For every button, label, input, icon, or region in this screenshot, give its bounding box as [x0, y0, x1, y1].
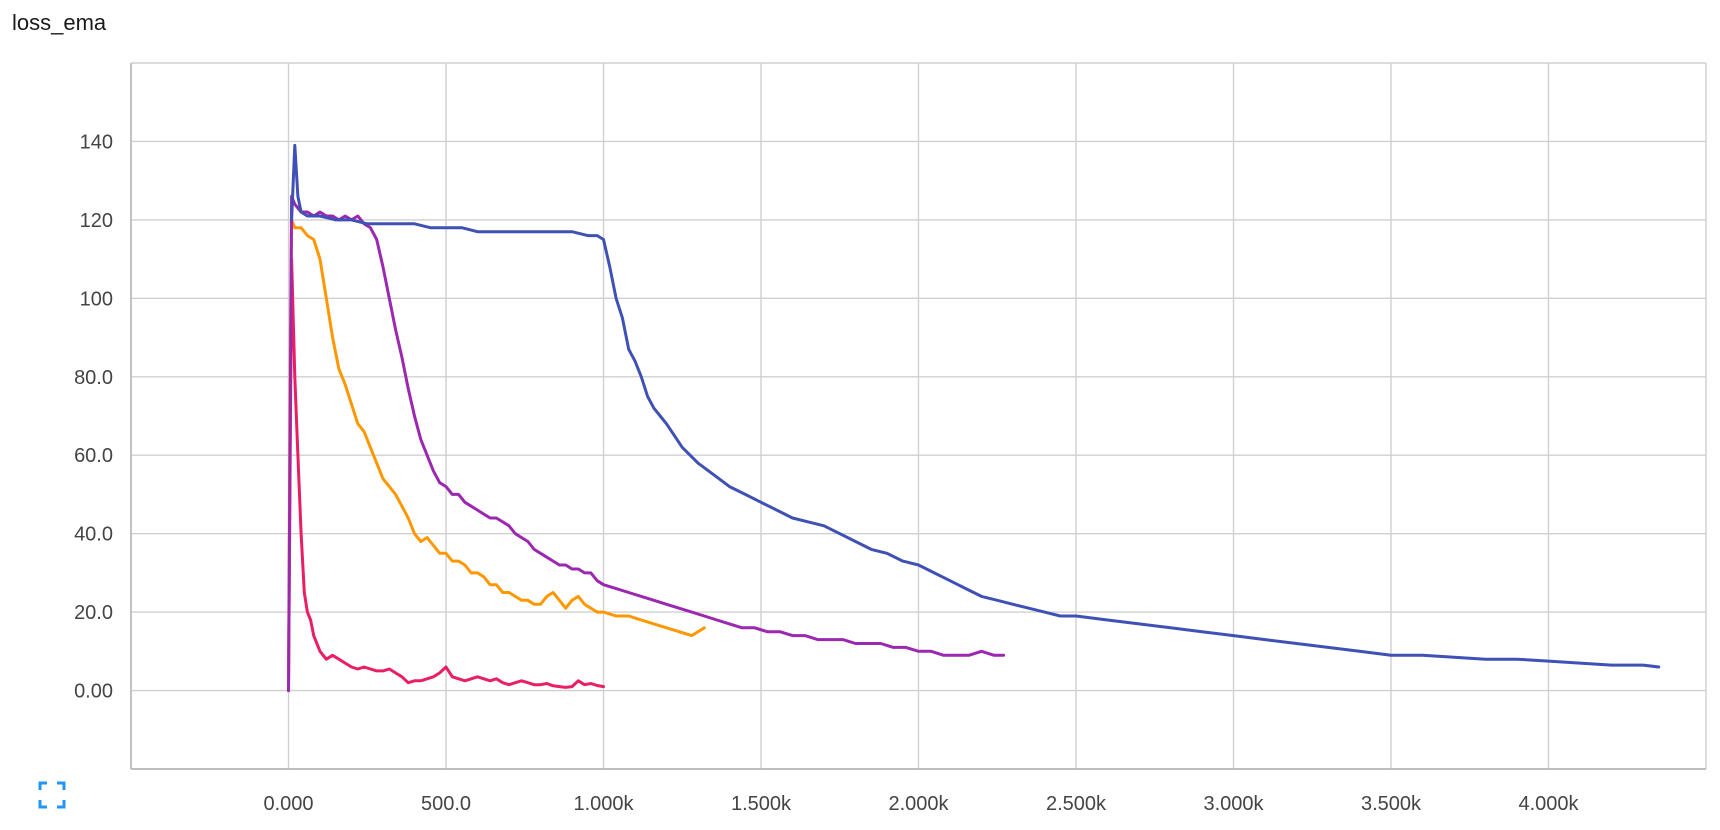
- series-line-1: [287, 257, 605, 693]
- tick-labels: 0.000 500.0 1.000k 1.500k 2.000k 2.500k 3.000k…: [74, 131, 1579, 815]
- x-tick-label: 2.000k: [888, 793, 949, 815]
- x-tick-label: 4.000k: [1518, 793, 1579, 815]
- axes: [130, 63, 1706, 770]
- chart-title: loss_ema: [12, 10, 107, 35]
- grid-lines: [130, 62, 1707, 770]
- expand-corner: [57, 800, 66, 809]
- series-lines: [287, 143, 1661, 693]
- fullscreen-corners-icon: [38, 781, 66, 809]
- y-tick-label: 120: [80, 210, 113, 232]
- series-line-3: [287, 194, 1006, 693]
- y-tick-label: 140: [80, 131, 113, 153]
- y-tick-label: 20.0: [74, 602, 113, 624]
- y-tick-label: 0.00: [74, 681, 113, 703]
- series-line-4: [290, 143, 1661, 669]
- y-tick-label: 100: [80, 288, 113, 310]
- expand-corner: [38, 781, 47, 790]
- x-tick-label: 3.000k: [1203, 793, 1264, 815]
- expand-chart-button[interactable]: [38, 781, 66, 809]
- x-tick-label: 3.500k: [1361, 793, 1422, 815]
- x-tick-label: 500.0: [421, 793, 471, 815]
- x-tick-label: 2.500k: [1046, 793, 1107, 815]
- x-tick-label: 1.000k: [573, 793, 634, 815]
- y-tick-label: 80.0: [74, 367, 113, 389]
- expand-corner: [57, 781, 66, 790]
- y-tick-label: 60.0: [74, 445, 113, 467]
- y-tick-label: 40.0: [74, 524, 113, 546]
- series-line-2: [287, 218, 706, 693]
- expand-corner: [38, 800, 47, 809]
- x-tick-label: 1.500k: [731, 793, 792, 815]
- x-tick-label: 0.000: [263, 793, 313, 815]
